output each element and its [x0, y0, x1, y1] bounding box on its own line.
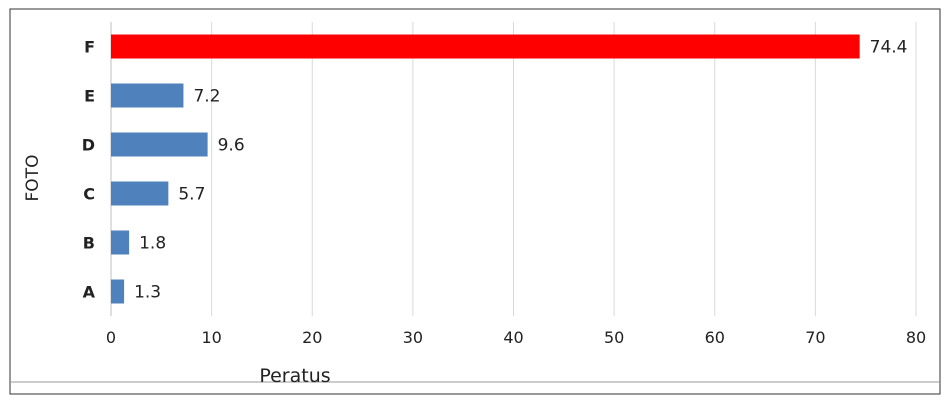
y-axis-label: FOTO	[23, 155, 43, 202]
x-tick-80: 80	[906, 328, 926, 347]
value-label-C: 5.7	[178, 185, 205, 205]
x-tick-70: 70	[805, 328, 825, 347]
x-tick-40: 40	[503, 328, 523, 347]
value-label-D: 9.6	[218, 136, 245, 156]
category-label-B: B	[83, 234, 95, 253]
value-labels: 1.3 1.8 5.7 9.6 7.2 74.4	[134, 38, 907, 303]
bar-A	[111, 279, 125, 304]
x-tick-0: 0	[106, 328, 116, 347]
x-axis-label: Peratus	[259, 365, 330, 387]
bars	[111, 34, 860, 304]
x-tick-labels: 0 10 20 30 40 50 60 70 80	[106, 328, 926, 347]
value-label-B: 1.8	[139, 234, 166, 254]
category-label-F: F	[84, 38, 95, 57]
category-label-A: A	[83, 283, 96, 302]
value-label-E: 7.2	[193, 87, 220, 107]
x-tick-60: 60	[705, 328, 725, 347]
x-tick-10: 10	[201, 328, 221, 347]
x-tick-50: 50	[604, 328, 624, 347]
value-label-F: 74.4	[870, 38, 908, 58]
bar-B	[111, 230, 130, 255]
value-label-A: 1.3	[134, 283, 161, 303]
category-label-C: C	[83, 185, 95, 204]
bar-D	[111, 132, 208, 157]
category-labels: A B C D E F	[82, 38, 96, 302]
bar-C	[111, 181, 169, 206]
x-tick-20: 20	[302, 328, 322, 347]
bar-F	[111, 34, 860, 59]
category-label-E: E	[84, 87, 95, 106]
category-label-D: D	[82, 136, 95, 155]
x-tick-30: 30	[403, 328, 423, 347]
bar-E	[111, 83, 184, 108]
grid-lines	[110, 22, 917, 316]
